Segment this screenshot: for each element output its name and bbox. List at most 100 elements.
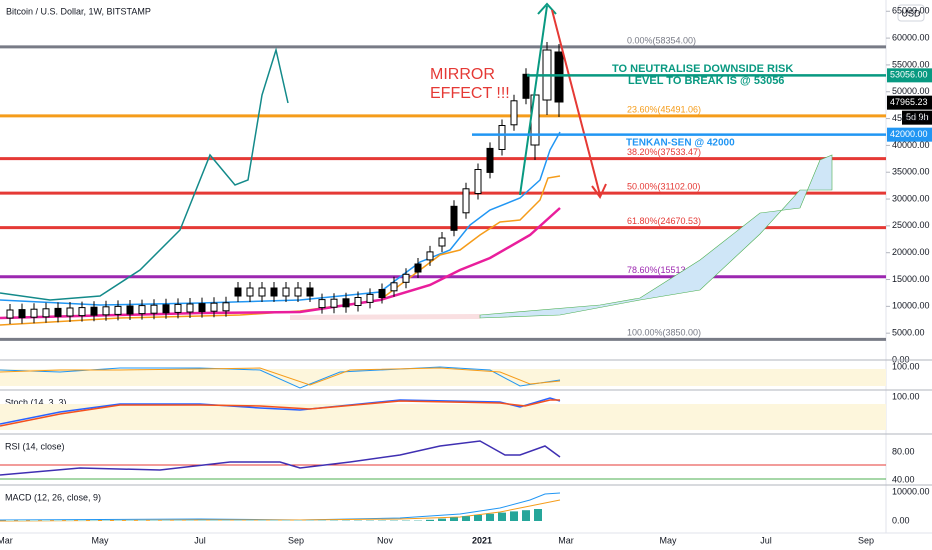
pane-axis-label: 10000.00 xyxy=(892,486,930,496)
macd-histogram xyxy=(414,520,422,521)
candle-body xyxy=(102,306,110,316)
candle-body xyxy=(222,302,230,312)
candle-body xyxy=(294,287,302,297)
candle-body xyxy=(66,307,74,317)
price-tag xyxy=(887,95,932,110)
macd-histogram xyxy=(342,520,350,521)
price-tick-label: 0.00 xyxy=(892,354,910,364)
candle-body xyxy=(498,125,506,150)
price-tick-label: 55000.00 xyxy=(892,59,930,69)
stoch-rsi-band xyxy=(0,369,886,386)
candle-body xyxy=(354,297,362,306)
currency[interactable]: USD xyxy=(901,8,921,18)
macd-histogram xyxy=(78,520,86,521)
fib-label: 61.80%(24670.53) xyxy=(627,216,701,226)
macd-histogram xyxy=(366,520,374,521)
macd-histogram xyxy=(318,520,326,521)
candle-body xyxy=(450,205,458,231)
macd-histogram xyxy=(510,511,518,521)
time-label: Nov xyxy=(377,535,394,545)
pane-label: RSI (14, close) xyxy=(5,441,65,451)
candle-body xyxy=(150,304,158,314)
macd-histogram xyxy=(294,520,302,521)
macd-histogram xyxy=(258,520,266,521)
candle-body xyxy=(330,298,338,308)
price-tick-label: 35000.00 xyxy=(892,167,930,177)
macd-histogram xyxy=(234,520,242,521)
tenkan-line xyxy=(0,131,561,306)
candle-body xyxy=(114,305,122,315)
pane-axis-label: 100.00 xyxy=(892,361,920,371)
macd-histogram xyxy=(54,520,62,521)
candle-body xyxy=(366,293,374,303)
price-tick-label: 20000.00 xyxy=(892,247,930,257)
time-label: Mar xyxy=(558,535,574,545)
price-tick-label: 25000.00 xyxy=(892,220,930,230)
price-tick-label: 60000.00 xyxy=(892,32,930,42)
fib-label: 23.60%(45491.06) xyxy=(627,104,701,114)
fib-label: 0.00%(58354.00) xyxy=(627,35,696,45)
macd-histogram xyxy=(114,520,122,521)
macd-histogram xyxy=(498,512,506,521)
macd-histogram xyxy=(66,520,74,521)
time-label: Mar xyxy=(0,535,13,545)
candle-body xyxy=(414,263,422,273)
price-tag xyxy=(887,68,932,83)
macd-histogram xyxy=(246,520,254,521)
macd-histogram xyxy=(174,520,182,521)
price-tag-label: 47965.23 xyxy=(890,97,928,107)
macd-histogram xyxy=(462,516,470,521)
candle-body xyxy=(6,309,14,319)
currency-button[interactable] xyxy=(897,4,925,22)
macd-histogram xyxy=(450,517,458,521)
candle-body xyxy=(90,306,98,316)
time-label: Sep xyxy=(288,535,304,545)
macd-histogram xyxy=(282,520,290,521)
macd-histogram xyxy=(270,520,278,521)
macd-histogram xyxy=(534,509,542,521)
macd-histogram xyxy=(6,520,14,521)
macd-histogram xyxy=(30,520,38,521)
time-label: May xyxy=(91,535,109,545)
candle-body xyxy=(138,305,146,315)
annotation: TENKAN-SEN @ 42000 xyxy=(626,138,735,149)
price-tag xyxy=(887,127,932,142)
moving-average xyxy=(0,207,561,320)
candle-body xyxy=(246,287,254,297)
candle-body xyxy=(462,188,470,214)
countdown: 5d 9h xyxy=(906,112,929,122)
price-tick-label: 30000.00 xyxy=(892,193,930,203)
fib-label: 100.00%(3850.00) xyxy=(627,328,701,338)
countdown-tag xyxy=(902,110,932,125)
candle-body xyxy=(186,303,194,313)
pane-label: MACD (12, 26, close, 9) xyxy=(5,492,101,502)
pane-axis-label: 80.00 xyxy=(892,446,915,456)
price-tick-label: 45000.00 xyxy=(892,113,930,123)
time-label: Jul xyxy=(760,535,772,545)
pane-axis-label: 0.00 xyxy=(892,515,910,525)
candle-body xyxy=(510,100,518,126)
time-label: May xyxy=(659,535,677,545)
candle-body xyxy=(306,287,314,297)
macd-histogram xyxy=(486,513,494,521)
macd-histogram xyxy=(222,520,230,521)
macd-histogram xyxy=(102,520,110,521)
candle-body xyxy=(554,51,564,103)
pane-axis-label: 40.00 xyxy=(892,474,915,484)
time-label: 2021 xyxy=(472,535,492,545)
kijun-line xyxy=(0,175,561,326)
macd-histogram xyxy=(438,518,446,521)
cloud-bear xyxy=(290,314,480,320)
mirror-line xyxy=(0,47,289,301)
candle-body xyxy=(174,303,182,313)
candle-body xyxy=(438,237,446,247)
candle-body xyxy=(42,308,50,318)
fib-label: 38.20%(37533.47) xyxy=(627,147,701,157)
macd-histogram xyxy=(210,520,218,521)
price-tick-label: 65000.00 xyxy=(892,6,930,16)
fib-label: 78.60%(15513.86) xyxy=(627,265,701,275)
price-tick-label: 10000.00 xyxy=(892,301,930,311)
macd-histogram xyxy=(378,520,386,521)
